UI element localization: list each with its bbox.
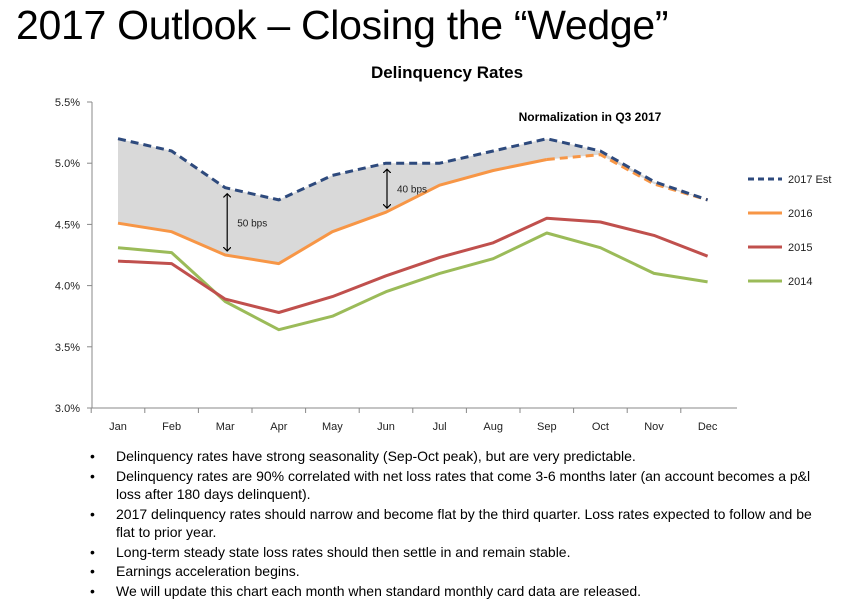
- bullet-item: Delinquency rates have strong seasonalit…: [90, 447, 814, 466]
- x-tick-label: Sep: [537, 421, 557, 433]
- y-tick-label: 4.5%: [55, 219, 80, 231]
- x-tick-label: Apr: [270, 421, 287, 433]
- series-line-2016: [117, 158, 548, 266]
- legend-label: 2014: [788, 276, 812, 288]
- x-tick-label: Feb: [162, 421, 181, 433]
- delinquency-chart: Delinquency Rates Normalization in Q3 20…: [55, 63, 832, 433]
- y-tick-label: 3.0%: [55, 403, 80, 415]
- x-tick-label: Jul: [433, 421, 447, 433]
- bullet-item: Delinquency rates are 90% correlated wit…: [90, 467, 814, 504]
- x-tick-label: Aug: [483, 421, 503, 433]
- legend-label: 2016: [788, 208, 812, 220]
- x-tick-label: Oct: [592, 421, 609, 433]
- bullet-item: 2017 delinquency rates should narrow and…: [90, 505, 814, 542]
- x-tick-label: Jun: [377, 421, 395, 433]
- x-tick-label: May: [322, 421, 343, 433]
- x-tick-label: Jan: [109, 421, 127, 433]
- y-tick-label: 5.5%: [55, 97, 80, 109]
- x-tick-label: Mar: [216, 421, 235, 433]
- series-line-2015: [117, 216, 709, 314]
- chart-title: Delinquency Rates: [371, 63, 523, 82]
- y-tick-label: 4.0%: [55, 281, 80, 293]
- bullet-item: We will update this chart each month whe…: [90, 582, 814, 601]
- series-line-2016-projected: [546, 153, 709, 202]
- legend-label: 2015: [788, 242, 812, 254]
- bullet-item: Earnings acceleration begins.: [90, 562, 814, 581]
- annotation-normalization: Normalization in Q3 2017: [519, 110, 662, 124]
- x-tick-label: Dec: [698, 421, 718, 433]
- bullet-item: Long-term steady state loss rates should…: [90, 543, 814, 562]
- slide-title: 2017 Outlook – Closing the “Wedge”: [16, 2, 669, 48]
- y-tick-label: 3.5%: [55, 342, 80, 354]
- gap-label: 40 bps: [397, 185, 427, 196]
- legend-label: 2017 Est: [788, 174, 831, 186]
- x-tick-label: Nov: [644, 421, 664, 433]
- gap-label: 50 bps: [237, 218, 267, 229]
- series-line-2017-est: [117, 137, 709, 202]
- wedge-shaded-area: [118, 138, 708, 264]
- bullet-list: Delinquency rates have strong seasonalit…: [90, 447, 814, 601]
- y-tick-label: 5.0%: [55, 158, 80, 170]
